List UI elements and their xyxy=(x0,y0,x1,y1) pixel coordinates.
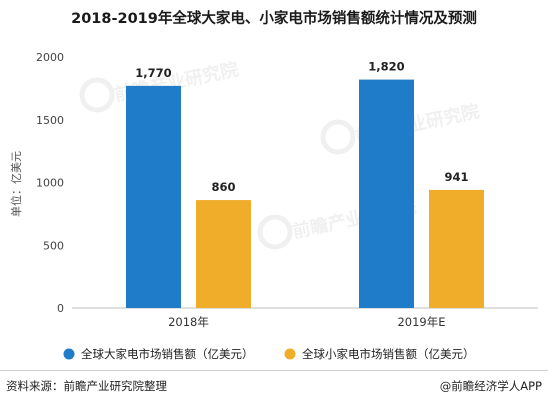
x-tick-label: 2018年 xyxy=(168,315,209,329)
y-tick-label: 0 xyxy=(57,302,64,315)
brand-credit: @前瞻经济学人APP xyxy=(439,379,542,393)
data-label: 1,770 xyxy=(135,66,171,80)
data-label: 860 xyxy=(211,180,235,194)
bar-series-2-1 xyxy=(429,189,484,308)
bar-series-1-0 xyxy=(126,85,181,309)
source-note: 资料来源：前瞻产业研究院整理 xyxy=(6,379,167,393)
legend-marker-series-2 xyxy=(284,348,296,360)
legend-marker-series-1 xyxy=(63,348,75,360)
bars: 1,770 860 1,820 941 xyxy=(126,60,484,309)
legend-label-series-1: 全球大家电市场销售额（亿美元） xyxy=(81,347,254,361)
y-tick-label: 500 xyxy=(43,239,64,252)
y-tick-label: 1500 xyxy=(36,114,64,127)
bar-series-1-1 xyxy=(359,79,414,308)
footer-divider xyxy=(0,370,548,371)
bar-series-2-0 xyxy=(196,200,251,308)
y-tick-label: 2000 xyxy=(36,51,64,64)
x-tick-label: 2019年E xyxy=(397,315,445,329)
bar-chart: 前瞻产业研究院 前瞻产业研究院 前瞻产业研究院 单位：亿美元 050010001… xyxy=(9,51,538,361)
data-label: 941 xyxy=(444,170,468,184)
y-tick-label: 1000 xyxy=(36,177,64,190)
chart-title: 2018-2019年全球大家电、小家电市场销售额统计情况及预测 xyxy=(71,11,477,27)
y-axis-label: 单位：亿美元 xyxy=(9,151,23,217)
legend-label-series-2: 全球小家电市场销售额（亿美元） xyxy=(302,347,475,361)
x-axis: 2018年 2019年E xyxy=(168,315,445,329)
legend: 全球大家电市场销售额（亿美元） 全球小家电市场销售额（亿美元） xyxy=(63,347,475,361)
y-axis: 0 500 1000 1500 2000 xyxy=(36,51,64,315)
data-label: 1,820 xyxy=(368,60,404,74)
